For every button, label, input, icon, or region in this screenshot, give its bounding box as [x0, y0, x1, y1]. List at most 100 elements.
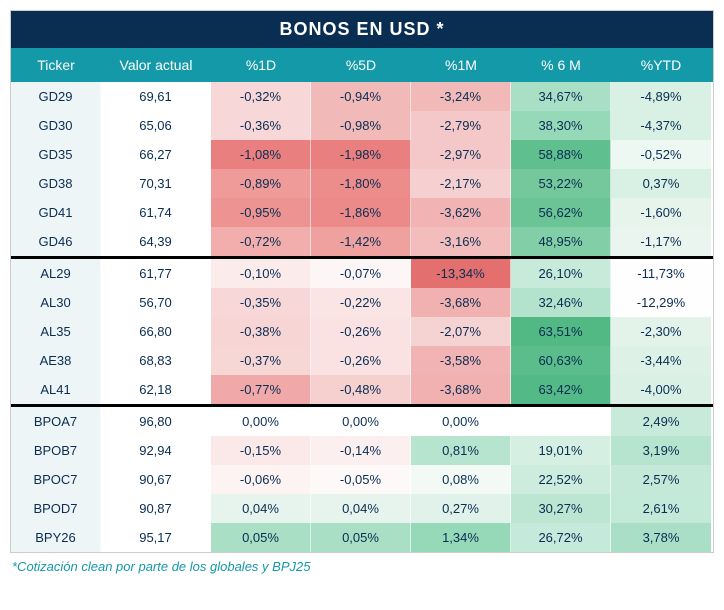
- col-header-ticker: Ticker: [11, 48, 101, 82]
- cell-valor: 61,74: [101, 198, 211, 227]
- cell-d1: -0,89%: [211, 169, 311, 198]
- cell-d1: 0,04%: [211, 494, 311, 523]
- cell-valor: 68,83: [101, 346, 211, 375]
- col-header-m1: %1M: [411, 48, 511, 82]
- cell-m1: -13,34%: [411, 259, 511, 288]
- cell-m6: 26,72%: [511, 523, 611, 552]
- cell-valor: 62,18: [101, 375, 211, 404]
- cell-ytd: -4,89%: [611, 82, 711, 111]
- cell-m6: 38,30%: [511, 111, 611, 140]
- cell-m6: 48,95%: [511, 227, 611, 256]
- cell-d5: -0,48%: [311, 375, 411, 404]
- cell-ticker: BPOA7: [11, 407, 101, 436]
- cell-ytd: -1,60%: [611, 198, 711, 227]
- col-header-valor: Valor actual: [101, 48, 211, 82]
- cell-ytd: 2,49%: [611, 407, 711, 436]
- cell-m6: 30,27%: [511, 494, 611, 523]
- cell-ytd: -4,37%: [611, 111, 711, 140]
- cell-ticker: AL35: [11, 317, 101, 346]
- cell-m1: -2,17%: [411, 169, 511, 198]
- cell-d5: -0,26%: [311, 317, 411, 346]
- cell-ticker: GD41: [11, 198, 101, 227]
- cell-ticker: BPOD7: [11, 494, 101, 523]
- cell-d5: -0,05%: [311, 465, 411, 494]
- cell-ticker: GD46: [11, 227, 101, 256]
- cell-d5: -1,80%: [311, 169, 411, 198]
- cell-d1: -0,10%: [211, 259, 311, 288]
- col-header-d5: %5D: [311, 48, 411, 82]
- cell-ticker: AL30: [11, 288, 101, 317]
- cell-valor: 66,80: [101, 317, 211, 346]
- cell-d1: -0,72%: [211, 227, 311, 256]
- cell-ytd: -11,73%: [611, 259, 711, 288]
- cell-valor: 92,94: [101, 436, 211, 465]
- cell-m6: 56,62%: [511, 198, 611, 227]
- cell-ticker: GD35: [11, 140, 101, 169]
- cell-ytd: -4,00%: [611, 375, 711, 404]
- cell-valor: 66,27: [101, 140, 211, 169]
- table-row: BPY2695,170,05%0,05%1,34%26,72%3,78%: [11, 523, 713, 552]
- cell-m1: -3,68%: [411, 375, 511, 404]
- table-row: GD4664,39-0,72%-1,42%-3,16%48,95%-1,17%: [11, 227, 713, 256]
- cell-d5: -0,14%: [311, 436, 411, 465]
- cell-valor: 90,67: [101, 465, 211, 494]
- cell-valor: 61,77: [101, 259, 211, 288]
- cell-ticker: GD29: [11, 82, 101, 111]
- table-row: GD3566,27-1,08%-1,98%-2,97%58,88%-0,52%: [11, 140, 713, 169]
- cell-valor: 56,70: [101, 288, 211, 317]
- cell-m6: 63,51%: [511, 317, 611, 346]
- table-row: AL2961,77-0,10%-0,07%-13,34%26,10%-11,73…: [11, 259, 713, 288]
- table-row: GD3065,06-0,36%-0,98%-2,79%38,30%-4,37%: [11, 111, 713, 140]
- cell-m6: 32,46%: [511, 288, 611, 317]
- cell-m1: -3,16%: [411, 227, 511, 256]
- cell-ytd: 3,78%: [611, 523, 711, 552]
- cell-d1: -0,15%: [211, 436, 311, 465]
- cell-d5: -1,98%: [311, 140, 411, 169]
- cell-valor: 69,61: [101, 82, 211, 111]
- cell-m1: -3,62%: [411, 198, 511, 227]
- cell-ticker: BPOB7: [11, 436, 101, 465]
- cell-valor: 95,17: [101, 523, 211, 552]
- cell-ytd: 0,37%: [611, 169, 711, 198]
- cell-ticker: GD30: [11, 111, 101, 140]
- cell-valor: 64,39: [101, 227, 211, 256]
- cell-m6: 63,42%: [511, 375, 611, 404]
- cell-d1: -0,38%: [211, 317, 311, 346]
- cell-ticker: AL29: [11, 259, 101, 288]
- cell-m1: -2,79%: [411, 111, 511, 140]
- cell-d5: 0,00%: [311, 407, 411, 436]
- cell-d1: -0,77%: [211, 375, 311, 404]
- cell-ytd: -2,30%: [611, 317, 711, 346]
- cell-valor: 70,31: [101, 169, 211, 198]
- table-row: AL4162,18-0,77%-0,48%-3,68%63,42%-4,00%: [11, 375, 713, 404]
- table-row: BPOD790,870,04%0,04%0,27%30,27%2,61%: [11, 494, 713, 523]
- table-row: GD2969,61-0,32%-0,94%-3,24%34,67%-4,89%: [11, 82, 713, 111]
- cell-d5: -0,94%: [311, 82, 411, 111]
- cell-m1: -2,07%: [411, 317, 511, 346]
- cell-ticker: AL41: [11, 375, 101, 404]
- table-row: AL3056,70-0,35%-0,22%-3,68%32,46%-12,29%: [11, 288, 713, 317]
- cell-d5: 0,04%: [311, 494, 411, 523]
- cell-ytd: -1,17%: [611, 227, 711, 256]
- cell-d5: -0,26%: [311, 346, 411, 375]
- cell-d5: -1,86%: [311, 198, 411, 227]
- cell-m1: -3,58%: [411, 346, 511, 375]
- cell-ticker: GD38: [11, 169, 101, 198]
- cell-ytd: -3,44%: [611, 346, 711, 375]
- cell-m6: 58,88%: [511, 140, 611, 169]
- cell-m6: 26,10%: [511, 259, 611, 288]
- cell-d5: 0,05%: [311, 523, 411, 552]
- cell-m1: 0,08%: [411, 465, 511, 494]
- cell-d5: -0,07%: [311, 259, 411, 288]
- table-body: GD2969,61-0,32%-0,94%-3,24%34,67%-4,89%G…: [11, 82, 713, 552]
- cell-ytd: 2,57%: [611, 465, 711, 494]
- table-footnote: *Cotización clean por parte de los globa…: [10, 553, 714, 574]
- cell-valor: 96,80: [101, 407, 211, 436]
- cell-valor: 90,87: [101, 494, 211, 523]
- cell-m6: 19,01%: [511, 436, 611, 465]
- cell-ytd: -0,52%: [611, 140, 711, 169]
- cell-ticker: BPY26: [11, 523, 101, 552]
- table-row: BPOB792,94-0,15%-0,14%0,81%19,01%3,19%: [11, 436, 713, 465]
- cell-m1: -3,68%: [411, 288, 511, 317]
- cell-ytd: -12,29%: [611, 288, 711, 317]
